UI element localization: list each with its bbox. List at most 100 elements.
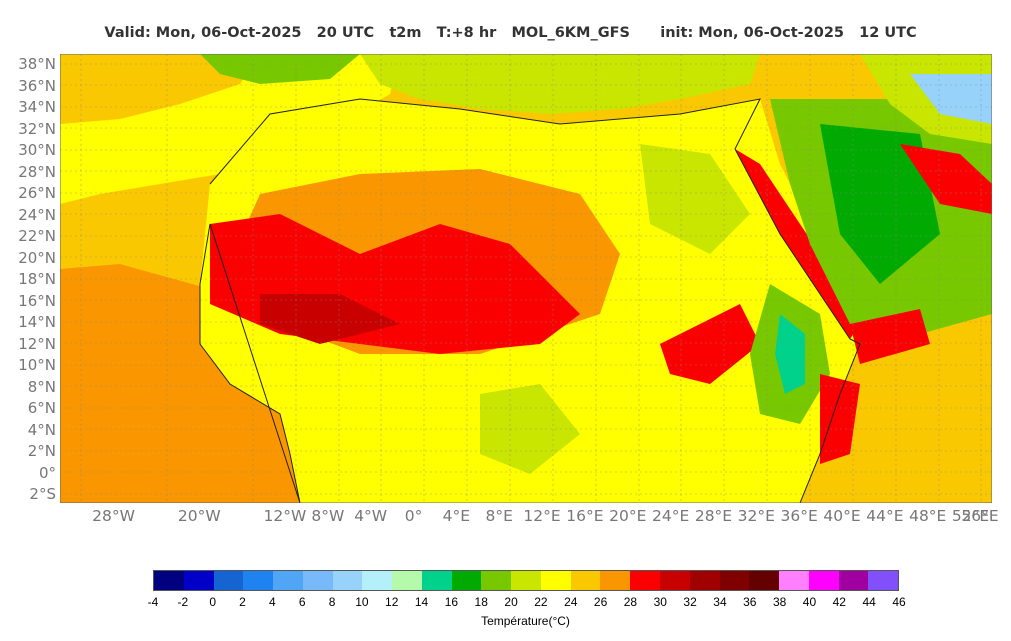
colorbar-swatch [808, 571, 839, 590]
colorbar-tick: 8 [328, 595, 336, 609]
lon-label: 44°E [866, 507, 904, 525]
lon-label: 16°E [566, 507, 604, 525]
colorbar-tick: -2 [177, 595, 189, 609]
lat-label: 10°N [18, 356, 56, 374]
colorbar-swatch [183, 571, 214, 590]
colorbar-tick: 14 [414, 595, 429, 609]
colorbar-swatch [421, 571, 452, 590]
colorbar-swatch [273, 571, 303, 590]
lat-label: 0° [38, 463, 56, 482]
sahel-dark-red [260, 294, 400, 344]
colorbar-tick: 22 [534, 595, 548, 609]
colorbar-tick: 26 [593, 595, 608, 609]
colorbar-tick: 40 [802, 595, 817, 609]
colorbar-swatch [451, 571, 482, 590]
lon-label: 12°W [263, 507, 307, 525]
colorbar-swatch [511, 571, 541, 590]
coastline [199, 98, 861, 503]
lat-label: 20°N [18, 248, 56, 267]
ethiopia-cool [775, 314, 805, 394]
kenya-hot [820, 374, 860, 464]
parameter: t2m [389, 25, 422, 41]
red-sea [735, 149, 860, 339]
colorbar-tick: 46 [892, 595, 906, 609]
lat-label: 14°N [18, 313, 56, 331]
yemen-hot [850, 309, 930, 364]
lat-label: 22°N [18, 227, 56, 245]
lat-label: 16°N [18, 291, 56, 310]
colorbar-swatch [600, 571, 631, 590]
colorbar-swatch [630, 571, 661, 590]
lat-label: 28°N [18, 162, 56, 181]
lon-label: 4°E [442, 507, 471, 525]
egypt-green [640, 144, 750, 254]
colorbar-tick: -4 [147, 595, 159, 609]
lon-label: 4°W [354, 507, 388, 525]
colorbar-swatch [719, 571, 750, 590]
lat-label: 32°N [18, 119, 56, 138]
colorbar-swatch [660, 571, 690, 590]
lon-label: 52°E [951, 507, 990, 525]
colorbar-tick: 30 [653, 595, 667, 609]
colorbar-tick: 20 [504, 595, 518, 609]
colorbar-title: Température(°C) [481, 614, 570, 628]
init-time: init: Mon, 06-Oct-2025 12 UTC [660, 25, 917, 41]
valid-time: Valid: Mon, 06-Oct-2025 20 UTC [104, 25, 375, 41]
lat-label: 8°N [27, 377, 56, 396]
colorbar-swatch [779, 571, 809, 590]
mediterranean [360, 54, 760, 114]
lat-label: 36°N [18, 76, 56, 95]
lat-label: 6°N [27, 399, 56, 417]
colorbar-tick: 32 [683, 595, 697, 609]
lon-label: 48°E [909, 507, 947, 525]
colorbar [153, 570, 899, 591]
colorbar-tick: 2 [239, 595, 246, 609]
colorbar-tick: 42 [832, 595, 846, 609]
colorbar-swatch [570, 571, 601, 590]
colorbar-swatch [749, 571, 780, 590]
lat-label: 38°N [18, 55, 56, 73]
lon-label: 0° [404, 507, 423, 525]
colorbar-tick: 18 [474, 595, 488, 609]
lat-label: 24°N [18, 205, 56, 224]
graticule [60, 54, 992, 503]
colorbar-swatch [689, 571, 720, 590]
colorbar-swatch [302, 571, 333, 590]
colorbar-tick: 44 [862, 595, 876, 609]
iran-cool [910, 74, 992, 124]
lon-label: 32°E [737, 507, 775, 525]
colorbar-tick: 24 [564, 595, 578, 609]
lat-label: 12°N [18, 334, 56, 353]
colorbar-swatch [243, 571, 274, 590]
arabia-cool [820, 124, 940, 284]
lon-label: 8°E [485, 507, 513, 525]
lon-label: 56°E [961, 507, 999, 525]
model-name: MOL_6KM_GFS [511, 25, 630, 41]
colorbar-tick: 38 [772, 595, 787, 609]
colorbar-swatch [868, 571, 899, 590]
colorbar-tick: 4 [269, 595, 276, 609]
map-title: Valid: Mon, 06-Oct-2025 20 UTC t2m T:+8 … [0, 9, 1011, 41]
sudan-red [660, 304, 760, 384]
colorbar-tick: 28 [623, 595, 638, 609]
colorbar-tick: 12 [385, 595, 399, 609]
lon-label: 28°E [694, 507, 733, 525]
temperature-map [60, 54, 992, 503]
colorbar-swatch [481, 571, 512, 590]
lon-label: 28°W [92, 507, 135, 525]
colorbar-swatch [392, 571, 422, 590]
lat-label: 18°N [18, 270, 56, 288]
lon-label: 12°E [523, 507, 561, 525]
colorbar-tick: 6 [298, 595, 306, 609]
lead-time: T:+8 hr [436, 25, 497, 41]
lon-label: 24°E [651, 507, 690, 525]
lat-label: 2°S [29, 485, 56, 503]
lon-label: 36°E [780, 507, 818, 525]
colorbar-tick: 10 [355, 595, 369, 609]
colorbar-tick: 36 [743, 595, 757, 609]
lon-label: 8°W [311, 507, 345, 525]
colorbar-swatch [540, 571, 571, 590]
indian-ocean [820, 324, 992, 503]
colorbar-swatch [154, 571, 184, 590]
lon-label: 40°E [823, 507, 861, 525]
